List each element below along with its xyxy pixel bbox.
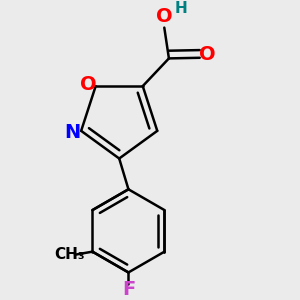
Text: CH₃: CH₃ bbox=[54, 247, 85, 262]
Text: O: O bbox=[156, 7, 172, 26]
Text: O: O bbox=[80, 75, 96, 94]
Text: H: H bbox=[175, 1, 188, 16]
Text: F: F bbox=[122, 280, 135, 299]
Text: N: N bbox=[64, 123, 80, 142]
Text: O: O bbox=[199, 45, 216, 64]
